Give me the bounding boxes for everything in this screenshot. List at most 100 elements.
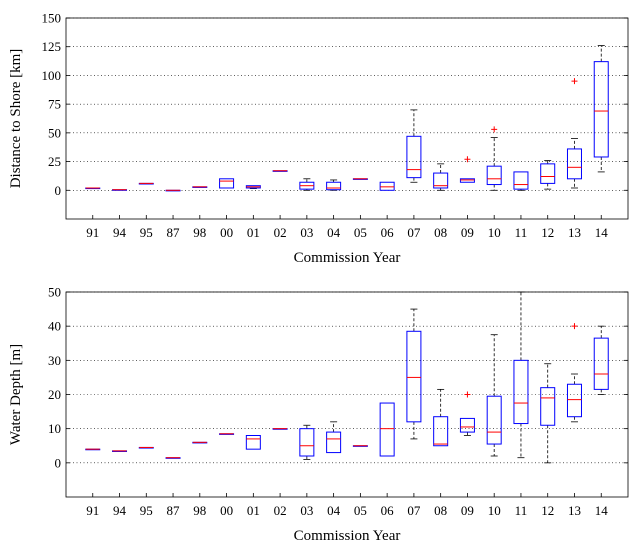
outlier-marker	[464, 391, 471, 398]
y-tick-label: 20	[48, 387, 61, 402]
x-tick-label: 94	[113, 225, 127, 240]
box-body	[593, 61, 609, 158]
box-02	[272, 170, 288, 172]
x-tick-label: 01	[247, 503, 260, 518]
box-87	[165, 457, 181, 459]
box-body	[433, 416, 449, 447]
x-tick-label: 10	[488, 225, 501, 240]
y-tick-label: 0	[55, 183, 62, 198]
box-13	[566, 78, 582, 189]
y-tick-label: 75	[48, 97, 61, 112]
box-body	[593, 337, 609, 390]
x-tick-label: 12	[541, 225, 554, 240]
x-tick-label: 11	[515, 225, 528, 240]
box-04	[326, 179, 342, 191]
box-00	[219, 178, 235, 189]
x-tick-label: 06	[381, 225, 395, 240]
box-91	[85, 187, 101, 190]
x-tick-label: 91	[86, 503, 99, 518]
box-06	[379, 181, 395, 191]
box-98	[192, 186, 208, 188]
box-06	[379, 402, 395, 457]
box-07	[406, 308, 422, 440]
y-tick-label: 125	[42, 39, 62, 54]
box-body	[566, 148, 582, 180]
box-87	[165, 189, 181, 192]
box-08	[433, 388, 449, 447]
x-tick-label: 09	[461, 503, 474, 518]
x-tick-label: 14	[595, 225, 609, 240]
box-body	[433, 172, 449, 189]
x-tick-label: 94	[113, 503, 127, 518]
box-body	[379, 402, 395, 457]
box-05	[352, 445, 368, 447]
box-body	[513, 359, 529, 425]
x-tick-label: 02	[274, 503, 287, 518]
x-tick-label: 03	[300, 225, 313, 240]
box-10	[486, 334, 502, 457]
x-tick-label: 87	[167, 503, 181, 518]
box-body	[459, 178, 475, 183]
x-axis-label: Commission Year	[294, 528, 401, 544]
box-01	[245, 435, 261, 450]
y-tick-label: 150	[42, 11, 62, 26]
box-body	[406, 330, 422, 423]
box-body	[379, 181, 395, 191]
box-13	[566, 323, 582, 423]
box-body	[326, 181, 342, 191]
x-tick-label: 91	[86, 225, 99, 240]
x-tick-label: 95	[140, 503, 153, 518]
box-body	[486, 165, 502, 186]
box-12	[540, 363, 556, 464]
box-94	[112, 450, 128, 452]
plot-frame	[65, 17, 629, 220]
x-tick-label: 00	[220, 503, 233, 518]
x-tick-label: 07	[407, 225, 421, 240]
box-body	[486, 395, 502, 445]
x-tick-label: 08	[434, 225, 447, 240]
x-tick-label: 09	[461, 225, 474, 240]
box-09	[459, 156, 475, 183]
x-tick-label: 03	[300, 503, 313, 518]
box-11	[513, 291, 529, 459]
x-tick-label: 07	[407, 503, 421, 518]
outlier-marker	[464, 156, 471, 163]
box-07	[406, 109, 422, 183]
box-14	[593, 45, 609, 173]
outlier-marker	[571, 323, 578, 330]
x-axis-label: Commission Year	[294, 250, 401, 266]
box-body	[566, 383, 582, 418]
x-tick-label: 02	[274, 225, 287, 240]
box-body	[326, 431, 342, 454]
box-95	[138, 446, 154, 449]
x-tick-label: 98	[193, 503, 206, 518]
chart-panel-1: 0 25 50 75 100 125 150 91 94 95 87 98 00 01 02 03 04 05 06…	[8, 11, 629, 266]
box-body	[406, 135, 422, 179]
box-09	[459, 391, 475, 436]
x-tick-label: 98	[193, 225, 206, 240]
box-95	[138, 182, 154, 185]
x-tick-label: 05	[354, 503, 367, 518]
x-tick-label: 10	[488, 503, 501, 518]
box-03	[299, 424, 315, 460]
x-tick-label: 14	[595, 503, 609, 518]
box-body	[245, 435, 261, 450]
x-tick-label: 13	[568, 225, 581, 240]
box-body	[219, 178, 235, 189]
x-tick-label: 95	[140, 225, 153, 240]
y-tick-label: 40	[48, 319, 61, 334]
x-tick-label: 06	[381, 503, 395, 518]
box-04	[326, 421, 342, 454]
y-tick-label: 30	[48, 353, 61, 368]
box-00	[219, 433, 235, 435]
box-94	[112, 189, 128, 191]
box-11	[513, 171, 529, 191]
box-02	[272, 428, 288, 430]
x-tick-label: 04	[327, 225, 341, 240]
outlier-marker	[571, 78, 578, 85]
x-tick-label: 13	[568, 503, 581, 518]
y-tick-label: 50	[48, 285, 61, 300]
box-10	[486, 126, 502, 191]
box-body	[459, 417, 475, 433]
